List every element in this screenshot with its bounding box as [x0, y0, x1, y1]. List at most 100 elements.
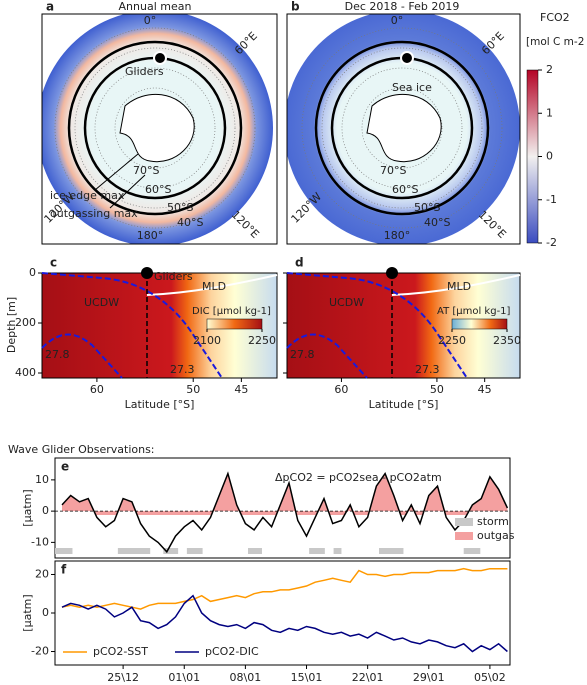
label: 70°S	[380, 164, 406, 177]
label: -20	[31, 645, 49, 658]
label: 0	[29, 266, 36, 279]
label: 10	[35, 473, 49, 486]
heading: Wave Glider Observations:	[8, 443, 155, 456]
label: 25\12	[107, 671, 139, 684]
storm	[248, 548, 262, 554]
line	[61, 567, 508, 610]
label: -10	[31, 535, 49, 548]
label: 2250	[438, 334, 466, 347]
colorbar	[526, 69, 539, 244]
label: ice edge max	[50, 189, 125, 202]
map	[287, 14, 520, 244]
label: MLD	[447, 280, 471, 293]
label: UCDW	[84, 296, 119, 309]
label: 27.8	[290, 348, 315, 361]
glider-dot	[386, 267, 398, 279]
label: 40°S	[177, 216, 203, 229]
panel-letter: b	[291, 0, 300, 14]
label: 27.8	[45, 348, 70, 361]
label: 2	[546, 63, 553, 76]
storm	[55, 548, 73, 554]
label: 70°S	[133, 164, 159, 177]
label: 50°S	[414, 201, 440, 214]
frame	[41, 13, 278, 245]
label: UCDW	[329, 296, 364, 309]
glider-dot	[153, 51, 167, 65]
label: 05\02	[474, 671, 506, 684]
label: 45	[234, 383, 248, 396]
antarctica	[119, 93, 195, 163]
label: 01\01	[168, 671, 200, 684]
label: outgas	[477, 529, 515, 542]
legend-swatch	[455, 532, 473, 540]
storm	[117, 548, 151, 554]
label: 29\01	[413, 671, 445, 684]
panel-letter: c	[50, 256, 57, 270]
label: 0	[546, 150, 553, 163]
label: 0°	[391, 14, 404, 27]
storm	[379, 548, 404, 554]
glider-dot	[141, 267, 153, 279]
lat-circle	[361, 87, 443, 169]
lat-circle	[94, 67, 216, 189]
mini-colorbar	[206, 318, 263, 330]
label: Latitude [°S]	[125, 398, 195, 411]
label: 50	[186, 383, 200, 396]
lat-circle	[114, 87, 196, 169]
legend-swatch	[455, 518, 473, 526]
glider-dot	[400, 51, 414, 65]
label: Dec 2018 - Feb 2019	[345, 0, 460, 13]
label: pCO2-DIC	[205, 645, 259, 658]
lat-circle	[341, 67, 463, 189]
lat-circle	[301, 27, 503, 229]
label: AT [µmol kg-1]	[437, 306, 511, 317]
label: outgassing max	[50, 207, 138, 220]
label: -1	[546, 193, 557, 206]
label: pCO2-SST	[93, 645, 148, 658]
storm	[463, 548, 481, 554]
label: 1	[546, 106, 553, 119]
line	[61, 594, 508, 653]
label: ΔpCO2 = pCO2sea - pCO2atm	[275, 471, 442, 484]
label: 60°S	[392, 183, 418, 196]
storm	[163, 548, 179, 554]
label: 0	[42, 504, 49, 517]
isopycnal	[41, 333, 123, 379]
label: -2	[546, 236, 557, 249]
lat-circle	[74, 47, 236, 209]
storm	[309, 548, 325, 554]
label: 27.3	[415, 363, 440, 376]
panel-letter: e	[61, 460, 69, 474]
isopycnal	[286, 333, 368, 379]
label: MLD	[202, 280, 226, 293]
label: 200	[15, 316, 36, 329]
label: 27.3	[170, 363, 195, 376]
panel-letter: d	[295, 256, 304, 270]
antarctica	[366, 93, 442, 163]
label: Latitude [°S]	[369, 398, 439, 411]
mld-line	[391, 274, 521, 296]
panel-letter: a	[46, 0, 54, 14]
isopycnal	[286, 272, 468, 379]
label: DIC [µmol kg-1]	[192, 306, 271, 317]
lat-circle	[54, 27, 256, 229]
mld-line	[146, 274, 278, 296]
lat-circle	[321, 47, 483, 209]
label: 2350	[493, 334, 521, 347]
label: Annual mean	[119, 0, 192, 13]
label: storm	[477, 515, 509, 528]
label: 2100	[193, 334, 221, 347]
label: 45	[478, 383, 492, 396]
label: Sea ice	[392, 81, 432, 94]
label: 50	[430, 383, 444, 396]
label: [mol C m-2 yr-1]	[526, 36, 587, 48]
panel-letter: f	[61, 563, 67, 577]
frame	[286, 13, 521, 245]
label: 40°S	[424, 216, 450, 229]
label: 20	[35, 567, 49, 580]
label: 60	[90, 383, 104, 396]
label: 0	[42, 606, 49, 619]
label: 0°	[144, 14, 157, 27]
label: Gliders	[154, 270, 193, 283]
